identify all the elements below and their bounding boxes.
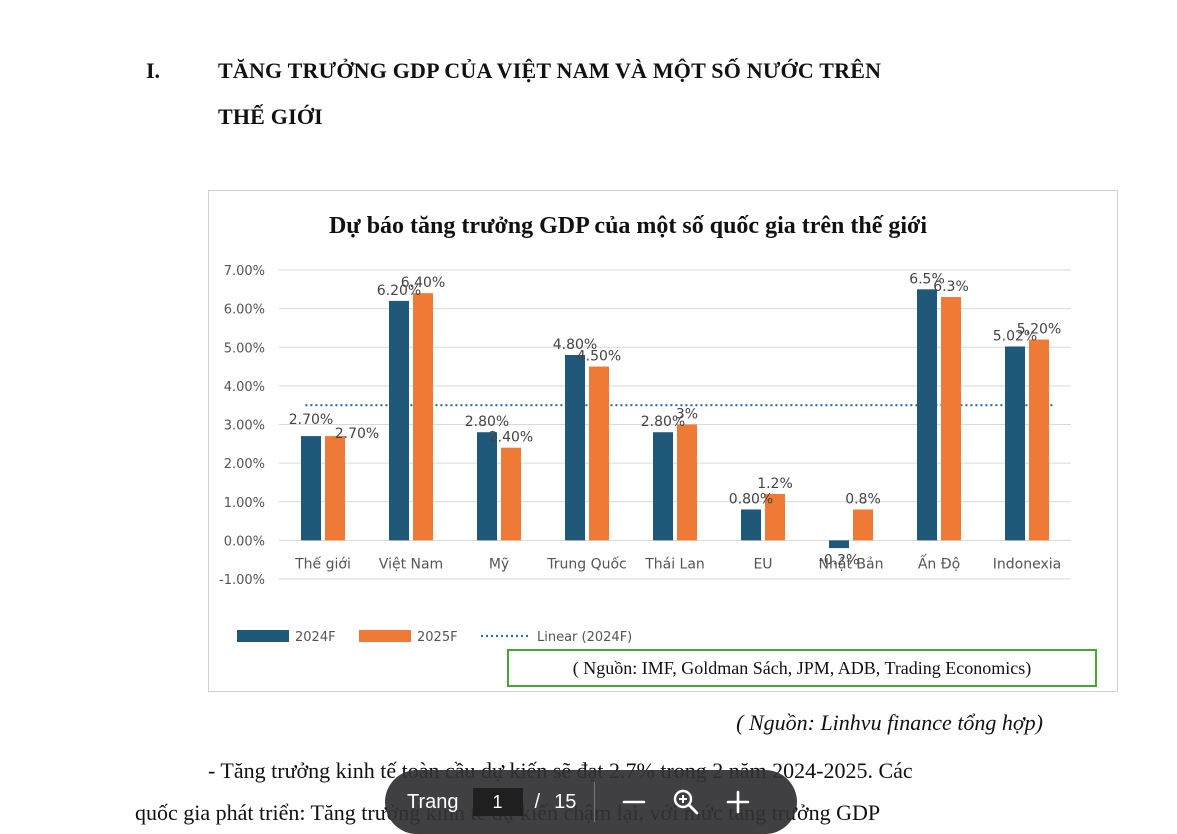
bar-2025F xyxy=(589,366,609,541)
data-label: -0.2% xyxy=(819,552,860,568)
data-label: 3% xyxy=(676,407,698,423)
figure-caption: ( Nguồn: Linhvu finance tổng hợp) xyxy=(736,710,1043,735)
legend-label-2024F: 2024F xyxy=(295,630,336,645)
y-tick-label: 0.00% xyxy=(224,534,265,549)
x-category-label: Thái Lan xyxy=(644,556,705,572)
x-category-label: EU xyxy=(753,556,772,572)
section-title-line-2: THẾ GIỚI xyxy=(218,104,323,129)
chart-source-box: ( Nguồn: IMF, Goldman Sách, JPM, ADB, Tr… xyxy=(507,649,1097,687)
bar-2025F xyxy=(765,494,785,541)
chart-figure: Dự báo tăng trưởng GDP của một số quốc g… xyxy=(208,190,1118,692)
data-label: 6.40% xyxy=(401,275,445,291)
y-tick-label: 4.00% xyxy=(224,380,265,395)
zoom-out-icon xyxy=(623,800,646,804)
data-label: 6.20% xyxy=(377,283,421,299)
bar-2024F xyxy=(653,432,673,541)
x-category-label: Thế giới xyxy=(294,555,351,572)
x-category-label: Việt Nam xyxy=(379,556,443,572)
bar-2025F xyxy=(325,436,345,541)
data-label: 0.8% xyxy=(845,491,881,507)
x-category-label: Trung Quốc xyxy=(546,555,627,572)
x-category-label: Nhật Bản xyxy=(819,556,884,572)
x-category-label: Indonexia xyxy=(993,556,1061,572)
bar-2024F xyxy=(389,300,409,541)
bar-2024F xyxy=(917,289,937,541)
data-label: 5.02% xyxy=(993,328,1037,344)
bar-2025F xyxy=(1029,339,1049,541)
zoom-in-button[interactable] xyxy=(719,783,757,821)
bar-2024F xyxy=(565,354,585,541)
zoom-search-icon xyxy=(674,789,699,815)
gdp-bar-chart: Dự báo tăng trưởng GDP của một số quốc g… xyxy=(219,213,1071,645)
data-label: 4.80% xyxy=(553,337,597,353)
data-label: 2.70% xyxy=(335,426,379,442)
chart-title: Dự báo tăng trưởng GDP của một số quốc g… xyxy=(329,213,927,239)
toolbar-divider xyxy=(594,782,596,822)
legend-swatch-2024F xyxy=(237,630,289,642)
total-pages: 15 xyxy=(554,790,577,813)
legend-label-2025F: 2025F xyxy=(417,630,458,645)
data-label: 4.50% xyxy=(577,349,621,365)
x-category-label: Mỹ xyxy=(489,556,509,572)
y-tick-label: 2.00% xyxy=(224,457,265,472)
y-tick-label: 5.00% xyxy=(224,341,265,356)
bar-2025F xyxy=(501,447,521,541)
data-label: 6.5% xyxy=(909,271,945,287)
data-label: 2.70% xyxy=(289,412,333,428)
bar-2025F xyxy=(853,509,873,541)
y-tick-label: 1.00% xyxy=(224,496,265,511)
bar-2024F xyxy=(477,432,497,541)
zoom-in-icon xyxy=(727,790,750,814)
legend-label-trend: Linear (2024F) xyxy=(537,630,632,645)
bar-2025F xyxy=(413,293,433,541)
page-number-input[interactable] xyxy=(472,788,523,816)
data-label: 6.3% xyxy=(933,279,969,295)
section-title-line-1: TĂNG TRƯỞNG GDP CỦA VIỆT NAM VÀ MỘT SỐ N… xyxy=(218,58,882,83)
bar-2024F xyxy=(301,436,321,541)
y-tick-label: 7.00% xyxy=(224,264,265,279)
page-label: Trang xyxy=(407,790,459,813)
bar-2024F xyxy=(1005,346,1025,541)
data-label: 1.2% xyxy=(757,476,793,492)
data-label: 2.80% xyxy=(641,414,685,430)
zoom-out-button[interactable] xyxy=(615,783,653,821)
data-label: 2.40% xyxy=(489,430,533,446)
zoom-fit-button[interactable] xyxy=(667,783,705,821)
bar-2024F xyxy=(741,509,761,541)
pdf-page-toolbar: Trang / 15 xyxy=(385,770,797,834)
y-tick-label: 6.00% xyxy=(224,303,265,318)
bar-2025F xyxy=(677,424,697,541)
page-separator: / xyxy=(534,790,541,813)
data-label: 5.20% xyxy=(1017,322,1061,338)
section-number: I. xyxy=(146,58,161,83)
bar-2024F xyxy=(829,540,849,549)
data-label: 2.80% xyxy=(465,414,509,430)
legend-swatch-2025F xyxy=(359,630,411,642)
y-tick-label: -1.00% xyxy=(219,573,265,588)
y-tick-label: 3.00% xyxy=(224,419,265,434)
x-category-label: Ấn Độ xyxy=(918,553,960,572)
bar-2025F xyxy=(941,297,961,541)
data-label: 0.80% xyxy=(729,491,773,507)
